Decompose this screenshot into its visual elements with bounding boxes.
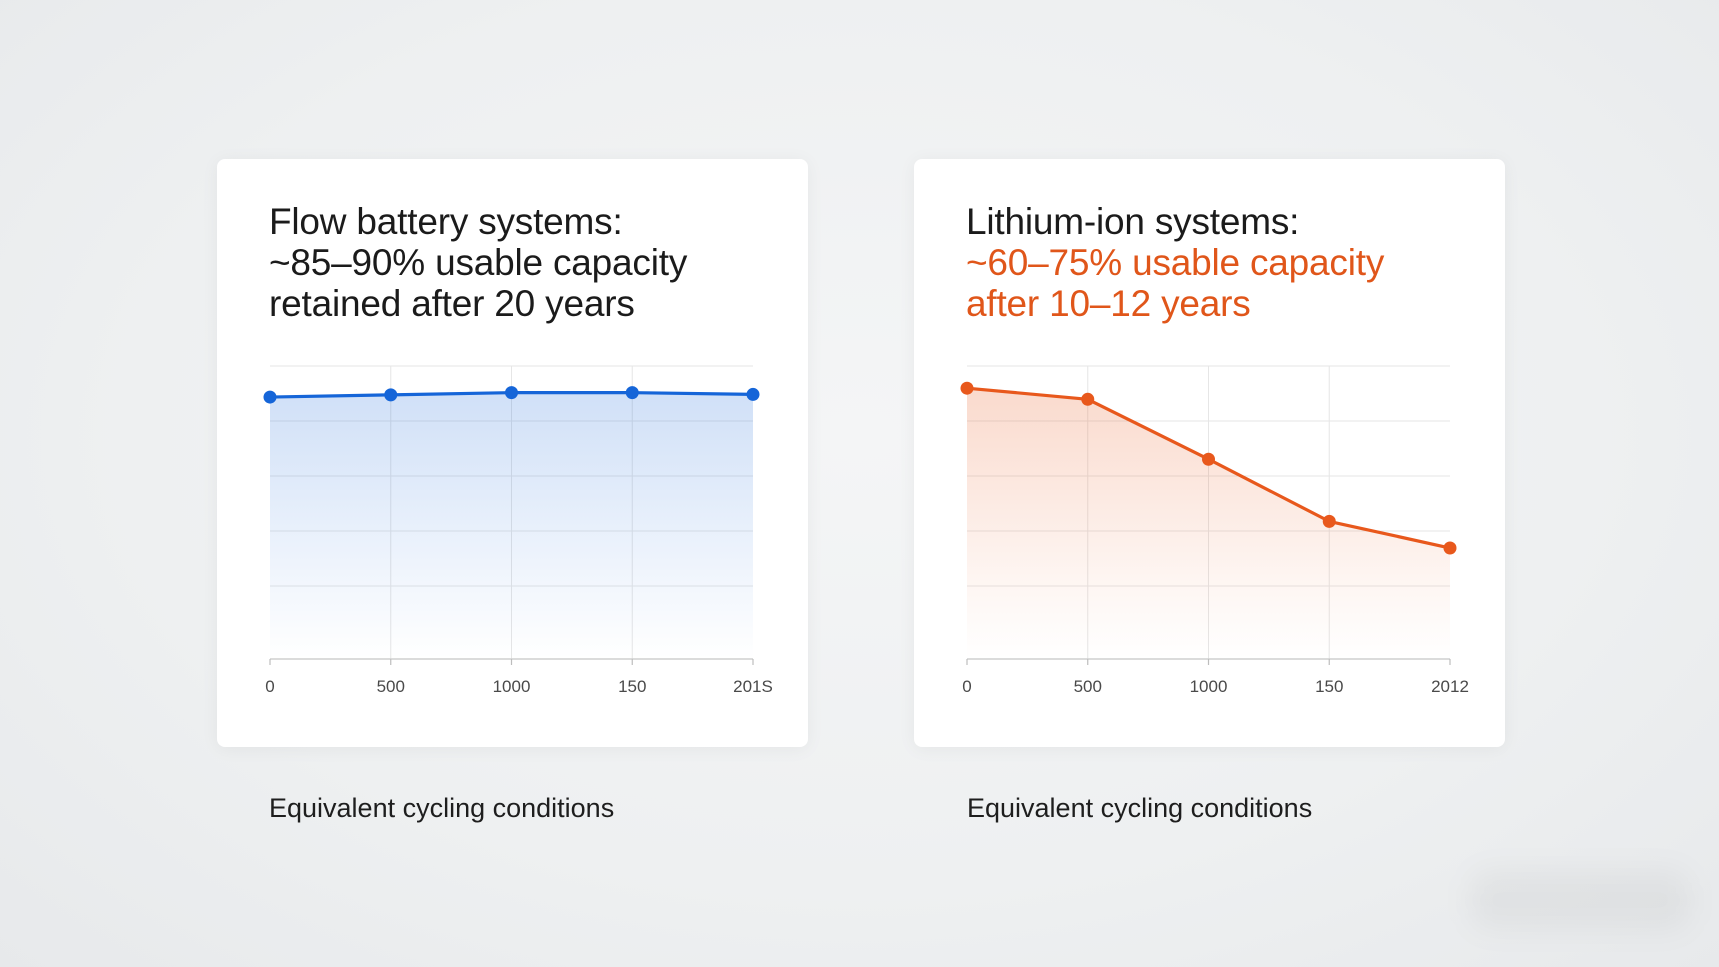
x-tick-label: 1000 xyxy=(493,677,531,696)
data-point xyxy=(1081,392,1095,406)
data-point xyxy=(960,381,974,395)
x-tick-label: 201S xyxy=(733,677,773,696)
flow-title-line-1: Flow battery systems: xyxy=(269,201,623,242)
data-point xyxy=(746,387,760,401)
data-point xyxy=(1202,452,1215,466)
x-tick-label: 150 xyxy=(1315,677,1343,696)
x-tick-label: 500 xyxy=(1074,677,1102,696)
data-point xyxy=(1443,541,1457,555)
data-point xyxy=(384,388,398,402)
flow-battery-card: Flow battery systems: ~85–90% usable cap… xyxy=(217,159,808,747)
lithium-ion-card: Lithium-ion systems: ~60–75% usable capa… xyxy=(914,159,1505,747)
flow-battery-chart: 0 500 1000 150 201S xyxy=(263,365,773,696)
x-tick-label: 150 xyxy=(618,677,646,696)
series-area-fill xyxy=(270,392,753,659)
lithium-ion-chart: 0 500 1000 150 2012 xyxy=(960,365,1469,696)
x-tick-label: 500 xyxy=(377,677,405,696)
flow-battery-title: Flow battery systems: ~85–90% usable cap… xyxy=(269,201,769,324)
lithium-ion-caption: Equivalent cycling conditions xyxy=(967,793,1313,823)
data-point xyxy=(263,390,277,404)
x-tick-label: 0 xyxy=(962,677,971,696)
x-tick-label: 1000 xyxy=(1190,677,1228,696)
x-tick-label: 0 xyxy=(265,677,274,696)
flow-title-line-3: retained after 20 years xyxy=(269,283,635,324)
li-title-line-1: Lithium-ion systems: xyxy=(966,201,1300,242)
blurred-corner-mark xyxy=(1470,870,1690,930)
flow-title-line-2: ~85–90% usable capacity xyxy=(269,242,688,283)
li-title-line-2: ~60–75% usable capacity xyxy=(966,242,1385,283)
x-tick-label: 2012 xyxy=(1431,677,1469,696)
li-title-line-3: after 10–12 years xyxy=(966,283,1251,324)
data-point xyxy=(625,386,639,400)
lithium-ion-title: Lithium-ion systems: ~60–75% usable capa… xyxy=(966,201,1466,324)
flow-caption: Equivalent cycling conditions xyxy=(269,793,615,823)
data-point xyxy=(505,386,518,400)
series-area-fill xyxy=(967,388,1450,659)
data-point xyxy=(1322,514,1336,528)
